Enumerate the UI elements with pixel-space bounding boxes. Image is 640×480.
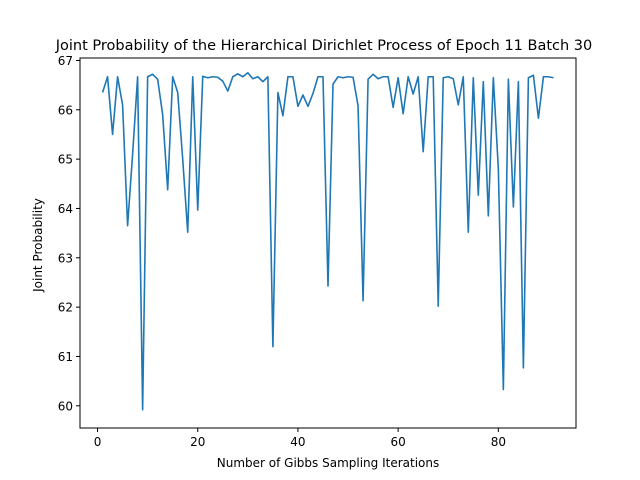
y-tick-label: 67 bbox=[58, 54, 73, 68]
plot-frame bbox=[79, 57, 577, 429]
x-tick-label: 20 bbox=[190, 435, 205, 449]
series-layer bbox=[101, 72, 554, 411]
x-axis-ticks: 0 20 40 60 80 bbox=[94, 428, 506, 449]
x-tick-label: 40 bbox=[290, 435, 305, 449]
x-tick-label: 0 bbox=[94, 435, 102, 449]
y-tick-label: 66 bbox=[58, 103, 73, 117]
y-tick-label: 63 bbox=[58, 251, 73, 265]
y-tick-label: 64 bbox=[58, 202, 73, 216]
y-tick-label: 62 bbox=[58, 301, 73, 315]
chart-title: Joint Probability of the Hierarchical Di… bbox=[55, 38, 593, 54]
x-axis-label: Number of Gibbs Sampling Iterations bbox=[217, 456, 439, 470]
y-tick-label: 65 bbox=[58, 153, 73, 167]
y-axis-ticks: 60 61 62 63 64 65 66 67 bbox=[58, 54, 80, 413]
y-tick-label: 60 bbox=[58, 399, 73, 413]
y-axis-label: Joint Probability bbox=[31, 198, 45, 293]
y-tick-label: 61 bbox=[58, 350, 73, 364]
x-tick-label: 80 bbox=[491, 435, 506, 449]
x-tick-label: 60 bbox=[391, 435, 406, 449]
